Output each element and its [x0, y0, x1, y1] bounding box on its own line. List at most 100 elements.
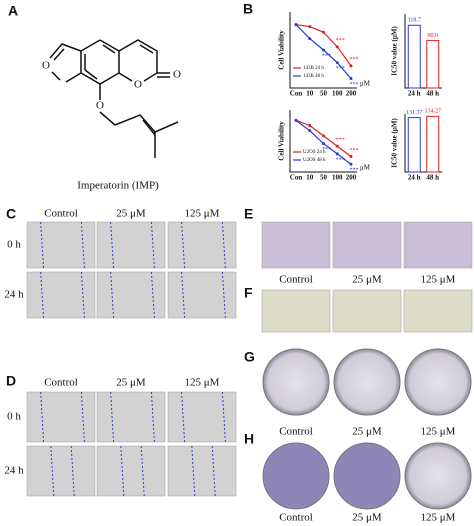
- point: [294, 118, 298, 122]
- annotation: ***: [350, 168, 359, 174]
- column-header: 125 μM: [185, 377, 220, 389]
- row-header: 0 h: [7, 239, 21, 251]
- value-label: 118.7: [408, 18, 421, 24]
- column-header: Control: [44, 208, 78, 220]
- column-header: 125 μM: [421, 426, 456, 438]
- legend-label: U2OS 48 h: [303, 158, 326, 163]
- plate: [404, 348, 472, 416]
- axis: [289, 12, 357, 89]
- micrograph: [261, 221, 331, 269]
- x-tick-label: 50: [320, 174, 328, 182]
- plate: [262, 442, 330, 510]
- annotation: ***: [350, 148, 359, 154]
- column-header: 25 μM: [352, 512, 382, 524]
- annotation: ***: [350, 57, 359, 63]
- dynamic: Control 25 μM 125 μM 0 h 24 h Control 25 μM 125…: [4, 12, 473, 524]
- point: [308, 129, 312, 133]
- point: [322, 30, 325, 34]
- point: [349, 64, 353, 68]
- panel-label: A: [8, 3, 18, 19]
- bar: [426, 39, 440, 89]
- value-label: 134.27: [425, 109, 442, 115]
- annotation: ***: [336, 66, 345, 72]
- atom: O: [134, 79, 142, 91]
- micrograph: [403, 289, 473, 333]
- annotation: ***: [336, 138, 345, 144]
- panel-label: D: [6, 373, 16, 389]
- micrograph: [96, 271, 166, 319]
- scratch-edge: [110, 391, 115, 443]
- point: [308, 124, 312, 127]
- x-tick-label: Con: [290, 174, 303, 182]
- micrograph: [332, 221, 402, 269]
- micrograph: [96, 391, 166, 443]
- y-axis-label: Cell Viability: [278, 121, 286, 161]
- scratch-edge: [80, 391, 85, 443]
- x-tick-label: 10: [306, 174, 314, 182]
- x-tick-label: 48 h: [426, 90, 439, 98]
- annotation: ***: [336, 157, 345, 163]
- x-tick-label: 50: [320, 90, 328, 98]
- micrograph: [26, 445, 96, 497]
- axis: [289, 110, 357, 173]
- micrograph: [261, 289, 331, 333]
- y-axis-label: IC50 value (μM): [391, 26, 399, 76]
- point: [335, 152, 339, 156]
- micrograph: [26, 271, 96, 319]
- column-header: Control: [44, 377, 78, 389]
- atom: O: [96, 100, 104, 112]
- point: [294, 23, 298, 27]
- x-tick-label: 100: [332, 174, 343, 182]
- micrograph: [332, 289, 402, 333]
- row-header: 24 h: [4, 465, 24, 477]
- point: [308, 25, 312, 29]
- scratch-edge: [211, 445, 216, 497]
- row-header: 0 h: [7, 411, 21, 423]
- point: [335, 45, 339, 49]
- atom: O: [173, 69, 181, 81]
- panel-label: B: [243, 1, 253, 17]
- point: [349, 77, 353, 80]
- micrograph: [403, 221, 473, 269]
- scratch-edge: [150, 391, 155, 443]
- micrograph: [96, 445, 166, 497]
- annotation: ***: [336, 38, 345, 44]
- value-label: 131.37: [406, 110, 423, 116]
- plate: [262, 348, 330, 416]
- panel-label: E: [244, 206, 253, 222]
- point: [322, 142, 325, 146]
- scratch-edge: [40, 391, 45, 443]
- point: [322, 48, 325, 52]
- column-header: 125 μM: [421, 512, 456, 524]
- micrograph: [167, 391, 237, 443]
- x-tick-label: 200: [346, 90, 357, 98]
- panel-label: H: [244, 431, 254, 447]
- x-tick-label: Con: [290, 90, 303, 98]
- micrograph: [96, 221, 166, 269]
- point: [308, 37, 312, 41]
- x-axis-label: μM: [360, 80, 371, 88]
- scratch-edge: [50, 445, 55, 497]
- structure: [49, 39, 179, 158]
- x-tick-label: 24 h: [408, 174, 421, 182]
- bar: [407, 117, 421, 173]
- x-tick-label: 24 h: [408, 90, 421, 98]
- panel-label: F: [244, 285, 253, 301]
- legend-label: 143B 24 h: [303, 66, 324, 71]
- x-tick-label: 200: [346, 174, 357, 182]
- x-tick-label: 10: [306, 90, 314, 98]
- panel-label: G: [244, 349, 255, 365]
- x-tick-label: 48 h: [426, 174, 439, 182]
- legend-label: U2OS 24 h: [303, 150, 326, 155]
- bar: [426, 115, 440, 173]
- point: [349, 162, 353, 166]
- micrograph: [167, 271, 237, 319]
- caption: Imperatorin (IMP): [77, 180, 159, 192]
- x-tick-label: 100: [332, 90, 343, 98]
- micrograph: [167, 445, 237, 497]
- bar: [407, 24, 421, 89]
- scratch-edge: [181, 391, 186, 443]
- column-header: Control: [279, 512, 313, 524]
- scratch-edge: [120, 445, 125, 497]
- column-header: Control: [279, 274, 313, 286]
